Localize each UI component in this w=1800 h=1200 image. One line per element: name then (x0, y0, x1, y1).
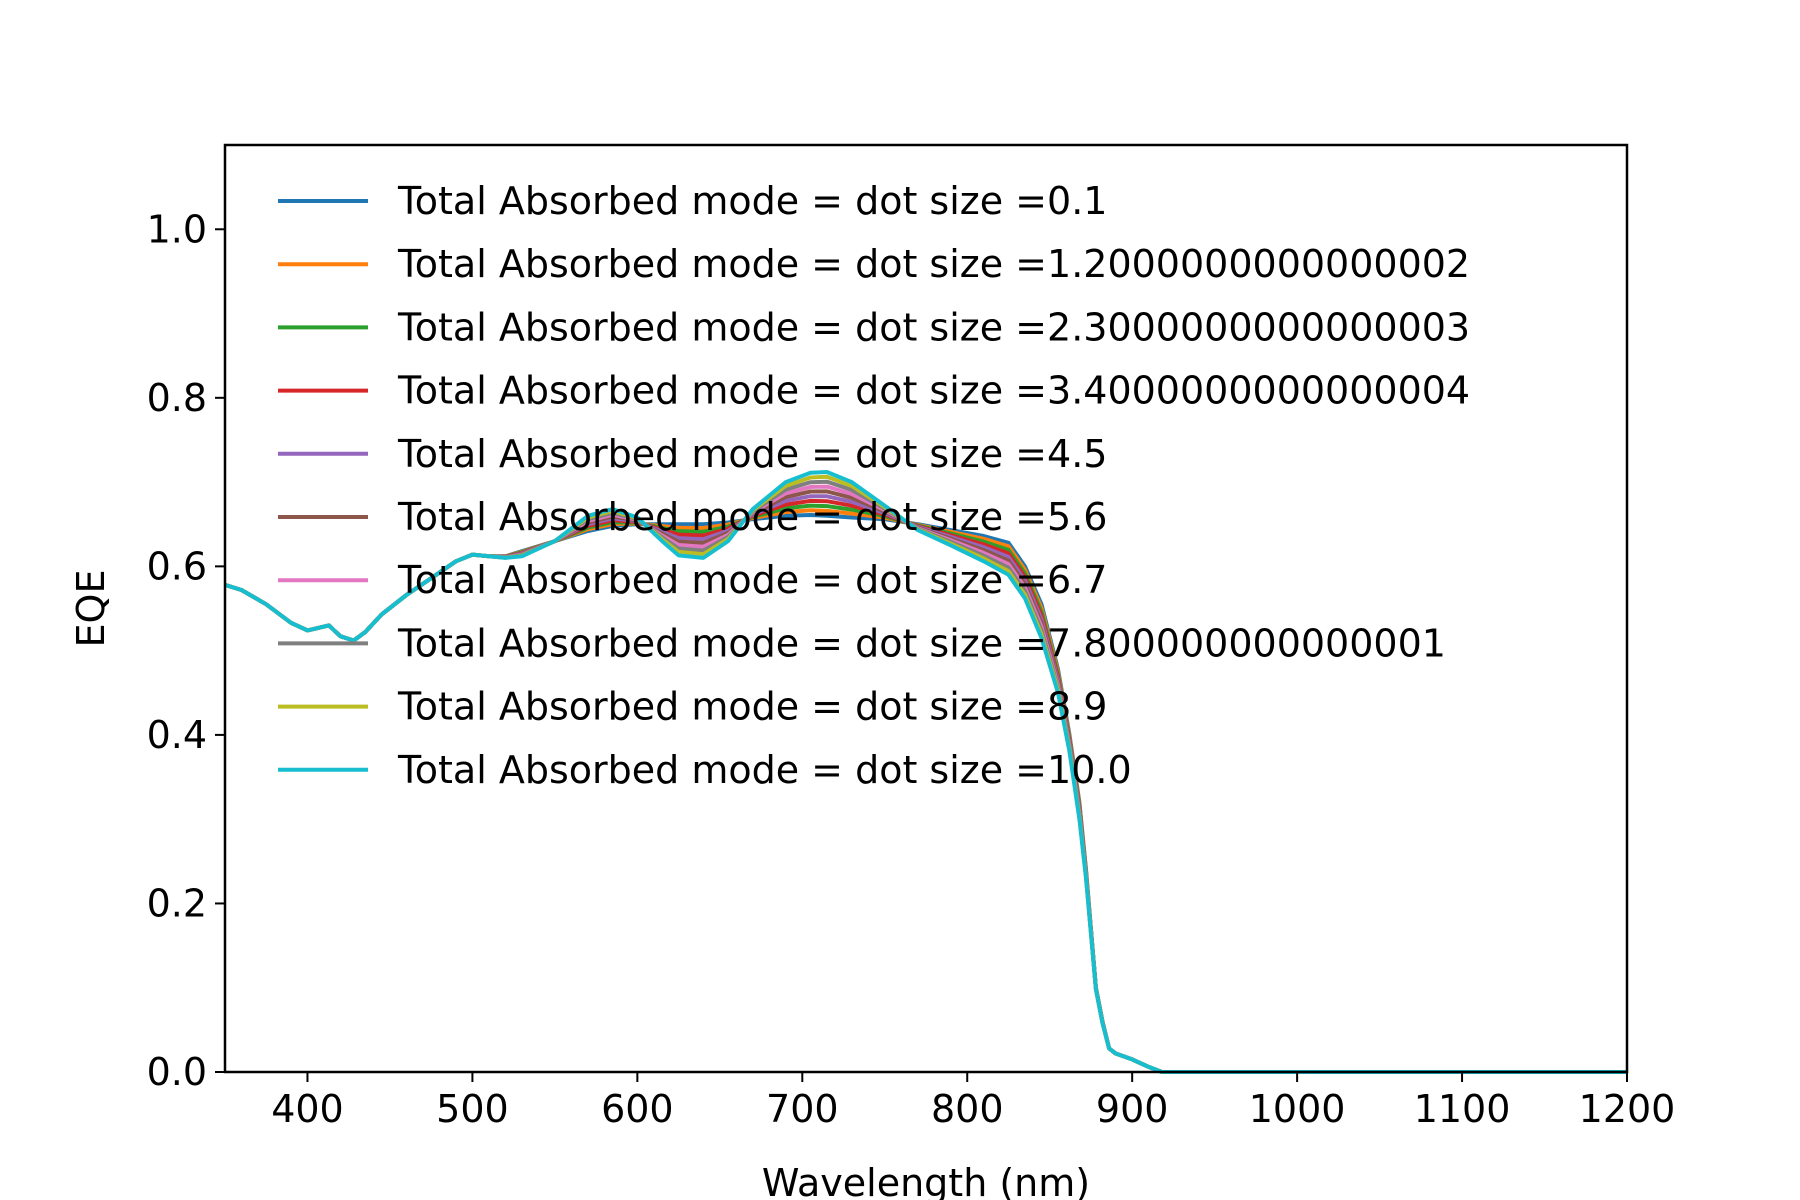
x-tick-label: 500 (436, 1087, 509, 1131)
y-axis-label: EQE (69, 570, 113, 648)
series-layer (224, 470, 1627, 1074)
x-tick-label: 700 (766, 1087, 839, 1131)
y-tick-label: 0.6 (147, 544, 207, 588)
x-tick-label: 900 (1096, 1087, 1169, 1131)
legend-label-1: Total Absorbed mode = dot size =0.1 (397, 179, 1107, 223)
y-tick-label: 1.0 (147, 207, 207, 251)
y-axis: 0.0 0.2 0.4 0.6 0.8 1.0 (147, 207, 225, 1094)
legend-label-7: Total Absorbed mode = dot size =6.7 (397, 558, 1107, 602)
y-tick-label: 0.0 (147, 1050, 207, 1094)
legend-label-4: Total Absorbed mode = dot size =3.400000… (397, 369, 1470, 413)
x-tick-label: 1100 (1414, 1087, 1511, 1131)
x-tick-label: 1200 (1579, 1087, 1676, 1131)
x-tick-label: 600 (601, 1087, 674, 1131)
y-tick-label: 0.2 (147, 881, 207, 925)
x-tick-label: 800 (931, 1087, 1004, 1131)
x-axis: 400 500 600 700 800 900 1000 1100 1200 (271, 1072, 1675, 1131)
legend-label-10: Total Absorbed mode = dot size =10.0 (397, 748, 1132, 792)
legend-label-8: Total Absorbed mode = dot size =7.800000… (397, 621, 1446, 665)
legend-label-2: Total Absorbed mode = dot size =1.200000… (397, 242, 1470, 286)
legend-label-9: Total Absorbed mode = dot size =8.9 (397, 685, 1107, 729)
legend: Total Absorbed mode = dot size =0.1 Total… (278, 179, 1470, 792)
x-tick-label: 400 (271, 1087, 344, 1131)
y-tick-label: 0.4 (147, 713, 207, 757)
x-axis-label: Wavelength (nm) (762, 1161, 1090, 1200)
legend-label-3: Total Absorbed mode = dot size =2.300000… (397, 305, 1470, 349)
y-tick-label: 0.8 (147, 376, 207, 420)
x-tick-label: 1000 (1249, 1087, 1346, 1131)
legend-label-5: Total Absorbed mode = dot size =4.5 (397, 432, 1107, 476)
legend-label-6: Total Absorbed mode = dot size =5.6 (397, 495, 1107, 539)
series-line-10 (224, 470, 1627, 1074)
plot-frame (223, 143, 1629, 1074)
